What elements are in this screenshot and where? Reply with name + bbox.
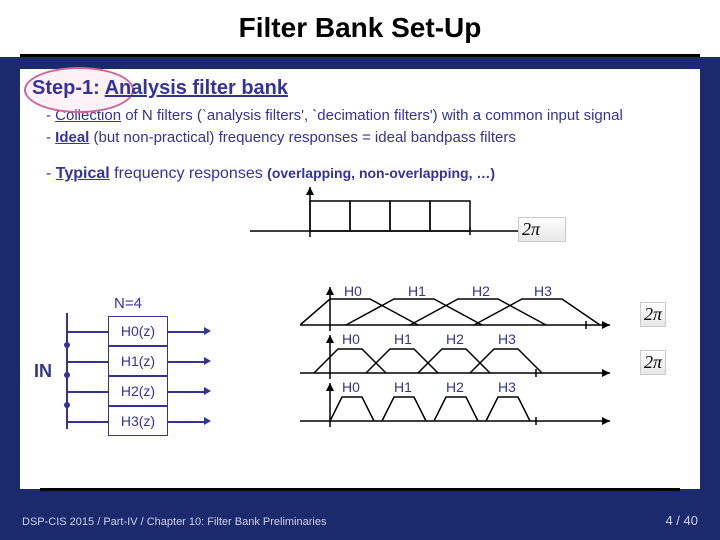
hl-r2-1: H1 bbox=[394, 331, 412, 347]
n4-label: N=4 bbox=[114, 295, 168, 312]
filter-block-h0: H0(z) bbox=[108, 316, 168, 346]
hl-r2-3: H3 bbox=[498, 331, 516, 347]
content-bottom-rule bbox=[40, 488, 680, 491]
typ-u: Typical bbox=[56, 165, 110, 182]
hl-r2-0: H0 bbox=[342, 331, 360, 347]
b1-rest: of N filters (`analysis filters', `decim… bbox=[121, 107, 623, 124]
overlap-row-1: H0 H1 H2 H3 2π bbox=[300, 285, 660, 333]
h0-text: H0(z) bbox=[121, 323, 155, 339]
h3-text: H3(z) bbox=[121, 413, 155, 429]
hl-r1-1: H1 bbox=[408, 283, 426, 299]
two-pi-1: 2π bbox=[518, 217, 566, 242]
arrow-icon bbox=[204, 417, 211, 425]
filter-block-h2: H2(z) bbox=[108, 376, 168, 406]
content-area: Step-1: Analysis filter bank - Collectio… bbox=[20, 69, 700, 489]
footer-text: DSP-CIS 2015 / Part-IV / Chapter 10: Fil… bbox=[22, 516, 326, 528]
typ-pre: - bbox=[46, 165, 56, 182]
bullet-1: - Collection of N filters (`analysis fil… bbox=[46, 106, 688, 126]
arrow-icon bbox=[204, 387, 211, 395]
hl-r3-2: H2 bbox=[446, 379, 464, 395]
slide-title: Filter Bank Set-Up bbox=[0, 12, 720, 54]
hl-r3-0: H0 bbox=[342, 379, 360, 395]
overlap-diagrams: H0 H1 H2 H3 2π bbox=[300, 285, 660, 429]
filter-block-h3: H3(z) bbox=[108, 406, 168, 436]
b2-pre: - bbox=[46, 129, 55, 146]
page-number: 4 / 40 bbox=[665, 513, 698, 528]
typ-paren: (overlapping, non-overlapping, …) bbox=[267, 165, 495, 181]
arrow-icon bbox=[204, 357, 211, 365]
hl-r1-3: H3 bbox=[534, 283, 552, 299]
two-pi-r1: 2π bbox=[640, 302, 666, 327]
arrow-icon bbox=[204, 327, 211, 335]
two-pi-r2: 2π bbox=[640, 350, 666, 375]
footer: DSP-CIS 2015 / Part-IV / Chapter 10: Fil… bbox=[0, 496, 720, 540]
filter-block-column: N=4 H0(z) H1(z) H2(z) H3(z) bbox=[46, 295, 168, 436]
b2-u: Ideal bbox=[55, 129, 89, 146]
h2-text: H2(z) bbox=[121, 383, 155, 399]
hl-r3-3: H3 bbox=[498, 379, 516, 395]
hl-r2-2: H2 bbox=[446, 331, 464, 347]
h1-text: H1(z) bbox=[121, 353, 155, 369]
overlap-row-2: H0 H1 H2 H3 2π bbox=[300, 333, 660, 381]
hl-r3-1: H1 bbox=[394, 379, 412, 395]
title-area: Filter Bank Set-Up bbox=[0, 0, 720, 57]
hl-r1-2: H2 bbox=[472, 283, 490, 299]
title-rule bbox=[20, 54, 700, 57]
step-main: Analysis filter bank bbox=[105, 77, 288, 99]
typical-line: - Typical frequency responses (overlappi… bbox=[46, 165, 688, 183]
overlap-row-3: H0 H1 H2 H3 bbox=[300, 381, 660, 429]
step-prefix: Step-1: bbox=[32, 77, 105, 99]
ideal-diagram: 2π bbox=[250, 187, 560, 248]
bullet-2: - Ideal (but non-practical) frequency re… bbox=[46, 128, 688, 148]
ideal-svg bbox=[250, 187, 560, 243]
step-heading: Step-1: Analysis filter bank bbox=[32, 77, 688, 100]
b2-rest: (but non-practical) frequency responses … bbox=[89, 129, 515, 146]
typ-rest: frequency responses bbox=[110, 165, 267, 182]
hl-r1-0: H0 bbox=[344, 283, 362, 299]
filter-block-h1: H1(z) bbox=[108, 346, 168, 376]
